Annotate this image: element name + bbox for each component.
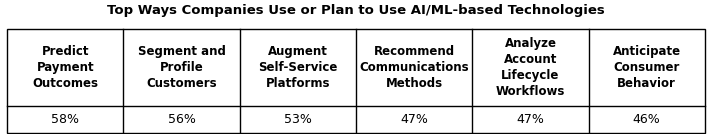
Text: Segment and
Profile
Customers: Segment and Profile Customers	[137, 45, 226, 90]
Text: 47%: 47%	[516, 113, 545, 126]
Text: Augment
Self-Service
Platforms: Augment Self-Service Platforms	[258, 45, 337, 90]
Bar	[7, 29, 705, 133]
Text: 46%: 46%	[633, 113, 661, 126]
Text: Recommend
Communications
Methods: Recommend Communications Methods	[360, 45, 469, 90]
Text: 58%: 58%	[51, 113, 79, 126]
Text: Predict
Payment
Outcomes: Predict Payment Outcomes	[32, 45, 98, 90]
Text: Top Ways Companies Use or Plan to Use AI/ML-based Technologies: Top Ways Companies Use or Plan to Use AI…	[107, 4, 605, 17]
Text: Anticipate
Consumer
Behavior: Anticipate Consumer Behavior	[612, 45, 681, 90]
Text: 56%: 56%	[167, 113, 196, 126]
Text: Analyze
Account
Lifecycle
Workflows: Analyze Account Lifecycle Workflows	[496, 37, 565, 98]
Text: 47%: 47%	[400, 113, 428, 126]
Text: 53%: 53%	[284, 113, 312, 126]
